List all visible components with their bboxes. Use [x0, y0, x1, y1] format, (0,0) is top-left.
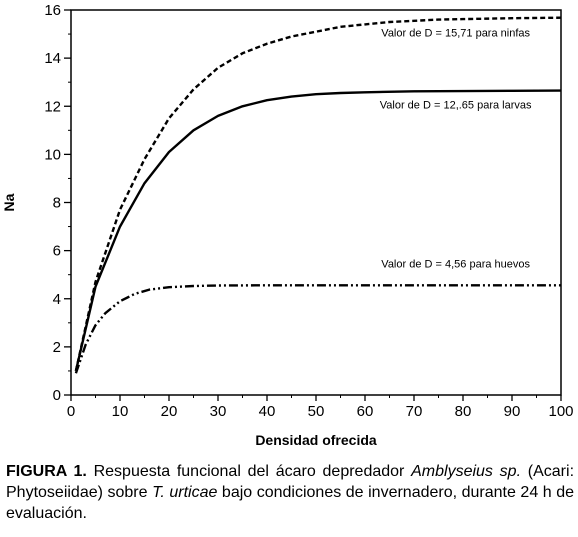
x-tick-label: 30 [210, 403, 227, 420]
y-tick-label: 8 [53, 195, 61, 212]
series-line-solid [74, 89, 562, 372]
series-layer [74, 16, 562, 374]
caption-species-1: Amblyseius sp. [411, 463, 522, 480]
caption-label: FIGURA 1. [6, 463, 87, 480]
y-tick-label: 14 [44, 50, 61, 67]
y-tick-label: 2 [53, 339, 61, 356]
x-tick-label: 50 [308, 403, 325, 420]
series-annotation: Valor de D = 4,56 para huevos [381, 258, 530, 270]
series-annotation: Valor de D = 15,71 para ninfas [381, 27, 530, 39]
series-annotation: Valor de D = 12,.65 para larvas [380, 100, 532, 112]
caption-text-1: Respuesta funcional del ácaro depredador [86, 463, 412, 480]
x-tick-label: 20 [161, 403, 178, 420]
y-tick-label: 12 [44, 98, 61, 115]
caption-text-3: bajo condiciones de invernadero, durante… [6, 484, 575, 522]
x-axis-title: Densidad ofrecida [255, 432, 377, 448]
caption-text-2: (Acari: Phytoseiidae) sobre [6, 463, 575, 501]
x-tick-label: 100 [548, 403, 573, 420]
y-tick-label: 4 [53, 291, 61, 308]
x-tick-label: 0 [67, 403, 75, 420]
y-tick-label: 0 [53, 387, 61, 404]
y-tick-label: 10 [44, 146, 61, 163]
annotation-layer: Valor de D = 15,71 para ninfas Valor de D… [380, 27, 532, 270]
y-axis-title: Na [1, 193, 17, 211]
x-tick-label: 90 [504, 403, 521, 420]
x-tick-label: 80 [455, 403, 472, 420]
series-line-dash-dot [74, 284, 561, 374]
y-tick-label: 16 [44, 2, 61, 19]
x-tick-label: 70 [406, 403, 423, 420]
caption-species-2: T. urticae [152, 484, 218, 501]
x-tick-label: 40 [259, 403, 276, 420]
axes: 0 10 20 30 40 50 60 70 80 90 100 0 2 4 6 8 10 12 14 16 [44, 2, 573, 420]
x-tick-label: 60 [357, 403, 374, 420]
y-tick-label: 6 [53, 243, 61, 260]
x-tick-label: 10 [112, 403, 129, 420]
figure-caption: FIGURA 1. Respuesta funcional del ácaro … [6, 461, 574, 524]
series-line-dashed [74, 16, 562, 372]
plot-frame [70, 9, 562, 396]
functional-response-chart: 0 10 20 30 40 50 60 70 80 90 100 0 2 4 6 8 10 12 14 16 Valo… [1, 2, 574, 448]
